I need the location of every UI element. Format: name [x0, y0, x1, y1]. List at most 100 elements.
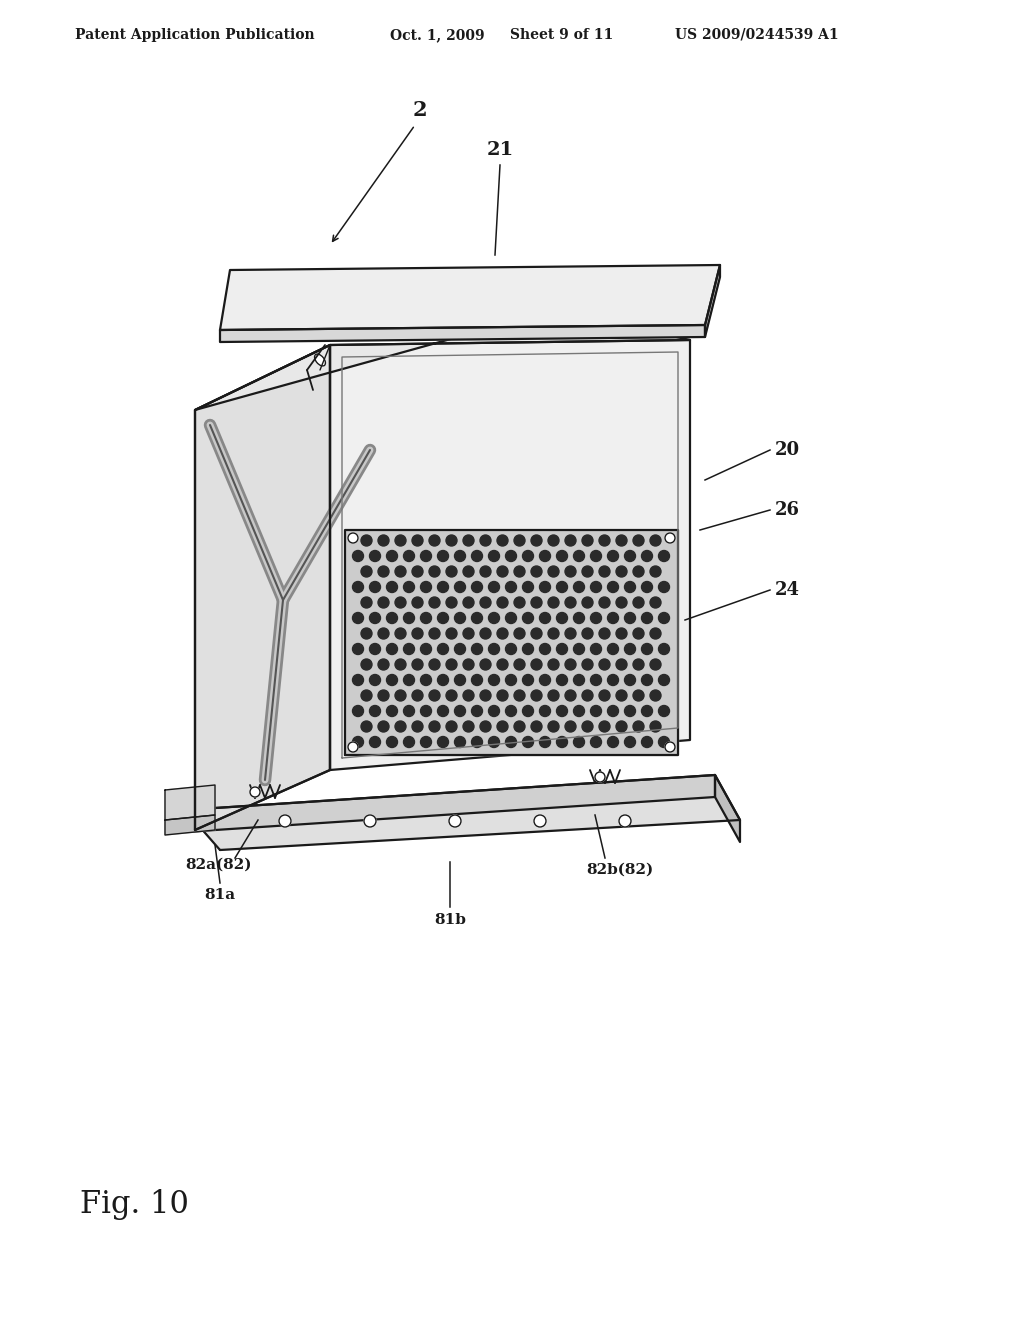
Circle shape — [386, 705, 397, 717]
Circle shape — [591, 644, 601, 655]
Circle shape — [565, 535, 575, 546]
Circle shape — [378, 659, 389, 671]
Circle shape — [531, 597, 542, 609]
Circle shape — [641, 612, 652, 623]
Circle shape — [480, 628, 490, 639]
Circle shape — [455, 675, 466, 685]
Circle shape — [403, 737, 415, 747]
Circle shape — [395, 597, 406, 609]
Text: 26: 26 — [775, 502, 800, 519]
Circle shape — [531, 566, 542, 577]
Circle shape — [625, 737, 636, 747]
Circle shape — [429, 721, 440, 733]
Circle shape — [446, 659, 457, 671]
Circle shape — [650, 659, 662, 671]
Circle shape — [370, 582, 381, 593]
Polygon shape — [715, 775, 740, 842]
Circle shape — [573, 675, 585, 685]
Circle shape — [455, 550, 466, 561]
Circle shape — [556, 582, 567, 593]
Circle shape — [370, 675, 381, 685]
Text: Patent Application Publication: Patent Application Publication — [75, 28, 314, 42]
Circle shape — [591, 675, 601, 685]
Circle shape — [565, 597, 575, 609]
Circle shape — [352, 737, 364, 747]
Circle shape — [540, 582, 551, 593]
Circle shape — [565, 690, 575, 701]
Circle shape — [556, 612, 567, 623]
Circle shape — [429, 597, 440, 609]
Circle shape — [412, 690, 423, 701]
Circle shape — [361, 628, 372, 639]
Circle shape — [641, 675, 652, 685]
Circle shape — [556, 644, 567, 655]
Circle shape — [506, 705, 516, 717]
Circle shape — [403, 705, 415, 717]
Circle shape — [665, 742, 675, 752]
Circle shape — [429, 566, 440, 577]
Polygon shape — [165, 814, 215, 836]
Circle shape — [633, 721, 644, 733]
Text: US 2009/0244539 A1: US 2009/0244539 A1 — [675, 28, 839, 42]
Circle shape — [591, 582, 601, 593]
Circle shape — [480, 566, 490, 577]
Circle shape — [370, 550, 381, 561]
Circle shape — [386, 644, 397, 655]
Circle shape — [488, 582, 500, 593]
Circle shape — [361, 690, 372, 701]
Polygon shape — [330, 341, 690, 770]
Circle shape — [421, 675, 431, 685]
Circle shape — [480, 721, 490, 733]
Circle shape — [556, 675, 567, 685]
Circle shape — [488, 705, 500, 717]
Circle shape — [378, 690, 389, 701]
Text: Oct. 1, 2009: Oct. 1, 2009 — [390, 28, 484, 42]
Circle shape — [556, 550, 567, 561]
Polygon shape — [705, 265, 720, 337]
Circle shape — [582, 597, 593, 609]
Circle shape — [531, 690, 542, 701]
Circle shape — [565, 721, 575, 733]
Circle shape — [641, 737, 652, 747]
Circle shape — [471, 737, 482, 747]
Circle shape — [361, 597, 372, 609]
Circle shape — [370, 737, 381, 747]
Circle shape — [607, 737, 618, 747]
Circle shape — [540, 550, 551, 561]
Circle shape — [348, 533, 358, 543]
Circle shape — [573, 705, 585, 717]
Circle shape — [607, 550, 618, 561]
Circle shape — [658, 644, 670, 655]
Circle shape — [618, 814, 631, 828]
Circle shape — [514, 566, 525, 577]
Circle shape — [548, 535, 559, 546]
Circle shape — [522, 737, 534, 747]
Circle shape — [497, 659, 508, 671]
Circle shape — [658, 612, 670, 623]
Text: 2: 2 — [413, 100, 427, 120]
Circle shape — [582, 628, 593, 639]
Circle shape — [437, 705, 449, 717]
Circle shape — [497, 690, 508, 701]
Circle shape — [548, 659, 559, 671]
Polygon shape — [220, 325, 705, 342]
Circle shape — [531, 659, 542, 671]
Circle shape — [488, 644, 500, 655]
Circle shape — [607, 644, 618, 655]
Circle shape — [531, 628, 542, 639]
Circle shape — [616, 690, 627, 701]
Circle shape — [412, 628, 423, 639]
Circle shape — [370, 644, 381, 655]
Polygon shape — [195, 345, 330, 830]
Circle shape — [437, 550, 449, 561]
Circle shape — [540, 675, 551, 685]
Circle shape — [361, 566, 372, 577]
Text: 21: 21 — [486, 141, 514, 158]
Circle shape — [522, 582, 534, 593]
Circle shape — [395, 721, 406, 733]
Circle shape — [378, 628, 389, 639]
Circle shape — [412, 535, 423, 546]
Circle shape — [455, 612, 466, 623]
Circle shape — [480, 659, 490, 671]
Circle shape — [352, 675, 364, 685]
